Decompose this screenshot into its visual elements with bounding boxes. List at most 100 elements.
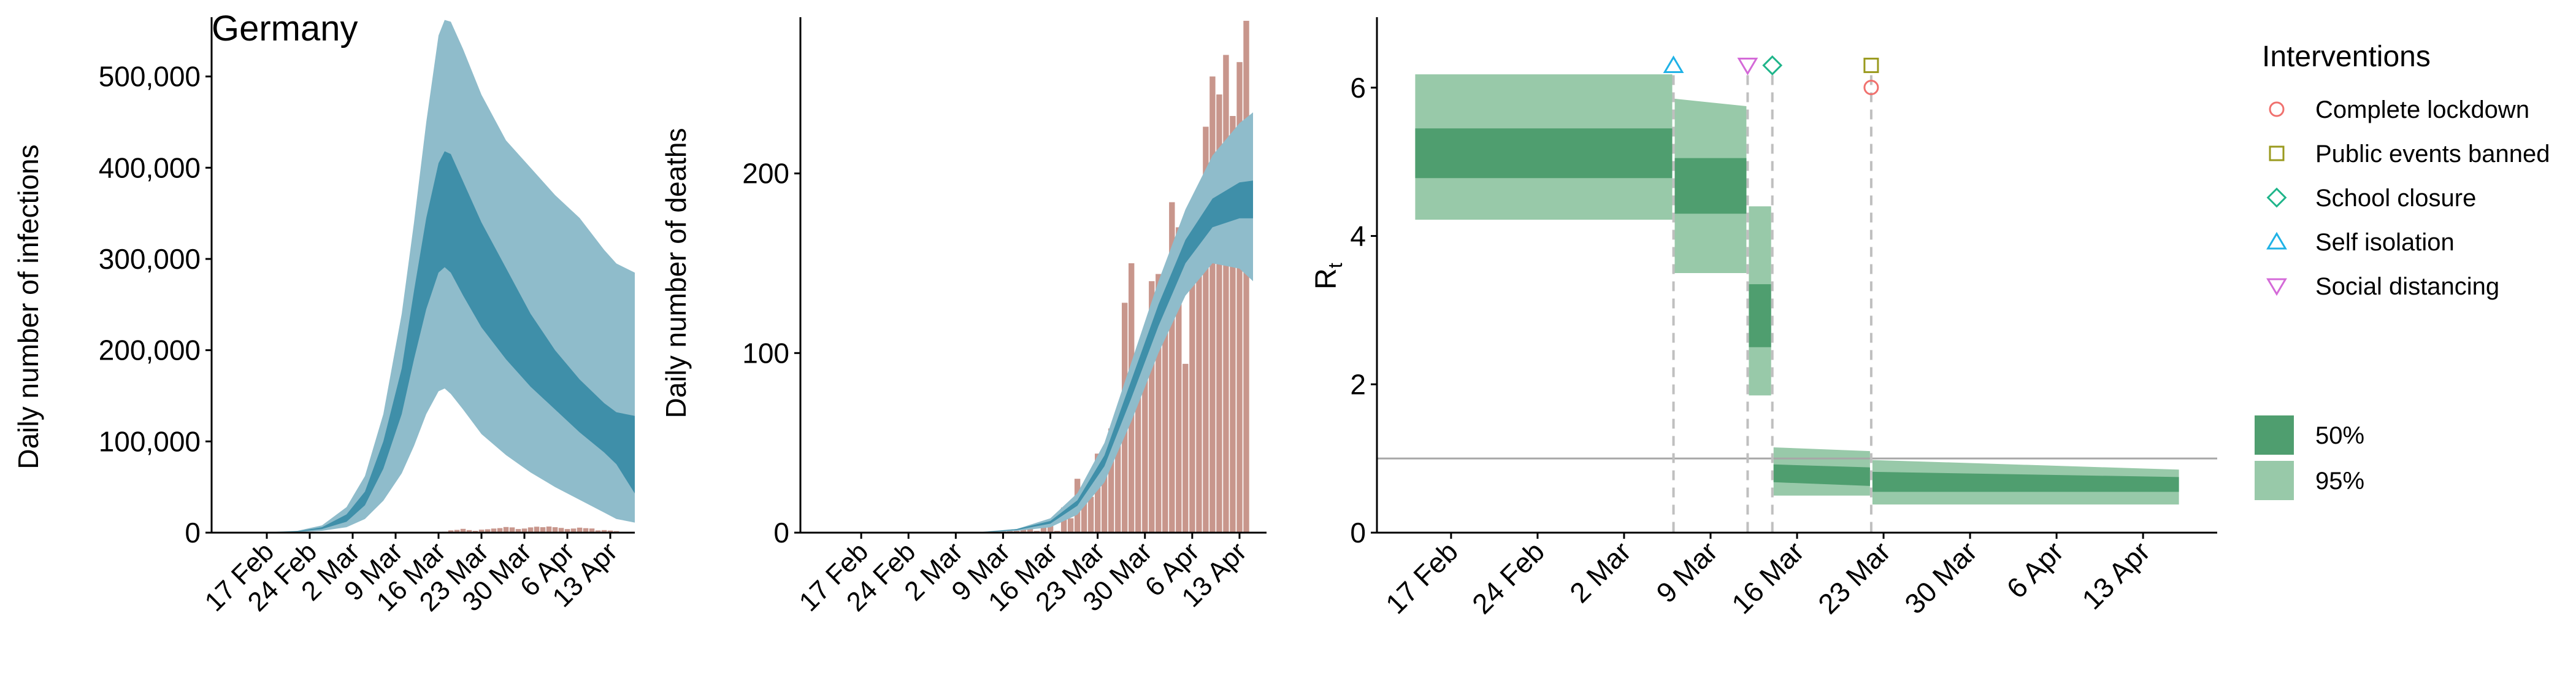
bar-0-1: [448, 530, 454, 533]
y-tick-label: 100,000: [99, 425, 201, 457]
legend-swatch-95: [2255, 461, 2294, 500]
y-tick-label: 2: [1350, 368, 1366, 400]
bar-1-31: [1209, 76, 1216, 533]
bar-0-3: [460, 528, 466, 533]
bar-0-15: [534, 527, 540, 533]
x-tick-label: 16 Mar: [1725, 535, 1810, 620]
legend-band-label: 95%: [2315, 468, 2364, 495]
deaths-band-50: [949, 180, 1253, 533]
y-tick-label: 0: [185, 517, 201, 549]
panel-title: Germany: [212, 9, 358, 48]
bar-1-26: [1176, 227, 1182, 533]
bar-0-26: [601, 530, 607, 533]
y-axis-label-deaths: Daily number of deaths: [660, 128, 692, 418]
bar-1-28: [1189, 266, 1195, 533]
deaths-band-95: [949, 112, 1253, 533]
legend-marker-square: [2269, 145, 2285, 161]
x-tick-label: 9 Mar: [1650, 535, 1723, 609]
bar-0-14: [527, 527, 534, 533]
bar-1-36: [1243, 20, 1249, 533]
bar-0-6: [478, 530, 485, 533]
bar-0-18: [552, 527, 558, 533]
bar-1-14: [1095, 453, 1101, 533]
bar-1-21: [1142, 331, 1148, 533]
bar-0-10: [503, 527, 509, 533]
y-tick-label: 0: [773, 517, 789, 549]
legend-title: Interventions: [2262, 41, 2431, 73]
bar-1-15: [1102, 450, 1108, 533]
bar-0-12: [515, 529, 521, 533]
legend-label: Social distancing: [2315, 273, 2499, 300]
rt-band-50-segment-4: [1872, 471, 2179, 492]
bar-0-13: [521, 528, 527, 533]
bar-0-21: [570, 528, 577, 533]
bar-1-24: [1162, 313, 1168, 533]
y-tick-label: 300,000: [99, 243, 201, 275]
y-axis-label-rt-main: R: [1310, 268, 1343, 290]
bar-0-27: [607, 530, 613, 533]
intervention-marker-circle: [1863, 80, 1879, 96]
x-tick-label: 24 Feb: [1466, 535, 1551, 620]
y-axis-label-rt-sub: t: [1324, 263, 1346, 268]
bar-0-23: [583, 528, 589, 533]
bar-1-27: [1183, 363, 1189, 533]
y-axis-label-rt: Rt: [1310, 263, 1346, 290]
intervention-marker-diamond: [1762, 55, 1783, 75]
bar-0-20: [564, 529, 570, 533]
bar-1-34: [1230, 116, 1236, 533]
legend-marker-triangle-up: [2266, 231, 2287, 250]
legend-label: Self isolation: [2315, 229, 2455, 256]
bar-1-22: [1149, 281, 1155, 533]
bar-1-20: [1135, 358, 1141, 533]
bar-1-30: [1203, 126, 1209, 533]
legend-swatch-50: [2255, 415, 2294, 455]
y-tick-label: 0: [1350, 517, 1366, 549]
bar-0-19: [558, 528, 564, 533]
bar-1-25: [1169, 202, 1175, 533]
bar-1-32: [1216, 94, 1222, 533]
x-tick-label: 2 Mar: [1563, 535, 1637, 609]
legend-label: Complete lockdown: [2315, 96, 2529, 123]
infections-panel: Germany Daily number of infections 0 100,…: [12, 9, 635, 617]
bar-1-35: [1236, 62, 1243, 533]
legend-marker-triangle-down: [2266, 278, 2287, 296]
legend: Interventions Complete lockdown Public ev…: [2255, 41, 2550, 500]
bar-1-33: [1223, 55, 1229, 533]
bar-1-23: [1156, 274, 1162, 533]
bar-0-17: [546, 527, 552, 533]
rt-band-50-segment-3: [1773, 464, 1870, 486]
bar-0-7: [485, 529, 491, 533]
bar-0-16: [540, 527, 546, 533]
bar-1-7: [1047, 525, 1054, 533]
legend-marker-circle: [2269, 101, 2285, 117]
legend-marker-diamond: [2266, 187, 2287, 208]
bar-0-22: [577, 527, 583, 533]
y-tick-label: 200,000: [99, 334, 201, 366]
bar-1-6: [1040, 527, 1047, 533]
bar-0-11: [509, 527, 515, 533]
y-tick-label: 500,000: [99, 61, 201, 93]
legend-band-label: 50%: [2315, 422, 2364, 449]
legend-label: School closure: [2315, 185, 2476, 212]
x-tick-label: 6 Apr: [2000, 535, 2069, 604]
y-tick-label: 4: [1350, 220, 1366, 252]
x-tick-label: 17 Feb: [1379, 535, 1464, 620]
bar-1-10: [1067, 518, 1074, 533]
bar-1-17: [1115, 415, 1121, 533]
x-tick-label: 23 Mar: [1812, 535, 1896, 620]
intervention-marker-triangle-up: [1663, 55, 1684, 74]
rt-panel: Rt 0 2 4 6 17 Feb 24 Feb 2 Mar 9 Mar 16 Mar 23 Ma…: [1310, 17, 2217, 620]
intervention-marker-triangle-down: [1737, 58, 1758, 75]
y-tick-label: 200: [742, 158, 789, 190]
x-tick-label: 30 Mar: [1898, 535, 1983, 620]
legend-label: Public events banned: [2315, 141, 2550, 168]
intervention-marker-square: [1863, 58, 1879, 74]
bar-1-3: [1020, 529, 1027, 533]
bar-0-24: [589, 528, 595, 533]
bar-1-13: [1087, 496, 1094, 533]
bar-1-12: [1081, 493, 1087, 533]
x-tick-label: 13 Apr: [2076, 535, 2156, 615]
y-tick-label: 100: [742, 337, 789, 369]
